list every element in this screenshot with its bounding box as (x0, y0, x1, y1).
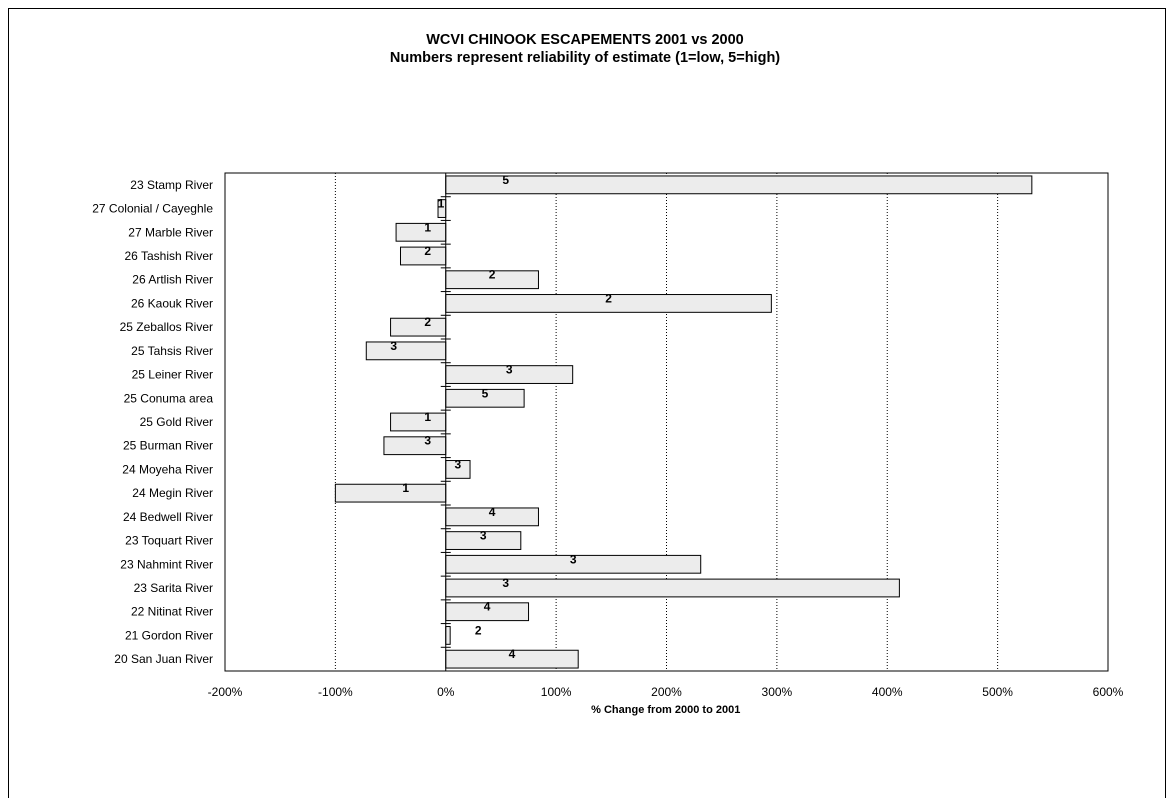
category-label: 24 Moyeha River (122, 462, 213, 476)
x-tick-label: 200% (651, 685, 682, 699)
category-label: 25 Tahsis River (131, 344, 213, 358)
category-label: 26 Artlish River (132, 273, 213, 287)
chart-frame (8, 8, 1166, 798)
category-label: 24 Megin River (132, 486, 213, 500)
reliability-label: 4 (484, 600, 491, 614)
category-label: 27 Colonial / Cayeghle (92, 202, 213, 216)
category-label: 20 San Juan River (114, 652, 213, 666)
bar (445, 175, 1033, 195)
reliability-label: 3 (424, 434, 431, 448)
x-tick-label: 400% (872, 685, 903, 699)
reliability-label: 5 (482, 386, 489, 400)
reliability-label: 5 (502, 173, 509, 187)
reliability-label: 2 (424, 244, 431, 258)
category-label: 26 Tashish River (125, 249, 214, 263)
category-label: 23 Sarita River (134, 581, 213, 595)
category-label: 21 Gordon River (125, 628, 213, 642)
reliability-label: 4 (489, 505, 496, 519)
x-axis-title: % Change from 2000 to 2001 (591, 704, 740, 716)
category-label: 27 Marble River (128, 225, 213, 239)
reliability-label: 3 (506, 363, 513, 377)
reliability-label: 1 (438, 197, 445, 211)
reliability-label: 2 (475, 623, 482, 637)
reliability-label: 3 (480, 529, 487, 543)
reliability-label: 3 (570, 552, 577, 566)
x-tick-label: 100% (541, 685, 572, 699)
category-label: 25 Conuma area (124, 391, 214, 405)
axes (440, 172, 451, 672)
reliability-label: 3 (502, 576, 509, 590)
category-label: 23 Nahmint River (120, 557, 213, 571)
reliability-label: 3 (390, 339, 397, 353)
chart-subtitle: Numbers represent reliability of estimat… (389, 50, 781, 66)
bar (383, 436, 447, 456)
x-tick-label: -100% (318, 685, 353, 699)
reliability-label: 3 (455, 457, 462, 471)
category-label: 23 Toquart River (125, 534, 213, 548)
labels: 23 Stamp River 27 Colonial / Cayeghle 27 M… (92, 173, 1123, 699)
category-label: 23 Stamp River (130, 178, 213, 192)
reliability-label: 2 (489, 268, 496, 282)
chart-title: WCVI CHINOOK ESCAPEMENTS 2001 vs 2000 (426, 32, 744, 48)
x-tick-label: 300% (762, 685, 793, 699)
bars (334, 175, 1033, 669)
category-label: 25 Zeballos River (120, 320, 213, 334)
bar (399, 246, 447, 266)
bar (334, 483, 447, 503)
category-label: 25 Gold River (140, 415, 213, 429)
category-label: 25 Burman River (123, 439, 213, 453)
bar (445, 626, 451, 645)
x-tick-label: 600% (1093, 685, 1124, 699)
reliability-label: 1 (424, 410, 431, 424)
reliability-label: 1 (402, 481, 409, 495)
reliability-label: 1 (424, 220, 431, 234)
bar (365, 341, 447, 361)
category-label: 22 Nitinat River (131, 605, 213, 619)
bar (390, 412, 447, 432)
reliability-label: 4 (509, 647, 516, 661)
x-tick-label: 500% (982, 685, 1013, 699)
bar (395, 222, 447, 242)
bar (390, 317, 447, 337)
plot-area (224, 172, 1109, 672)
category-label: 26 Kaouk River (131, 296, 213, 310)
reliability-label: 2 (424, 315, 431, 329)
bar (445, 578, 900, 598)
x-tick-label: -200% (208, 685, 243, 699)
x-tick-label: 0% (437, 685, 455, 699)
category-label: 24 Bedwell River (123, 510, 213, 524)
reliability-label: 2 (605, 291, 612, 305)
category-label: 25 Leiner River (132, 368, 213, 382)
